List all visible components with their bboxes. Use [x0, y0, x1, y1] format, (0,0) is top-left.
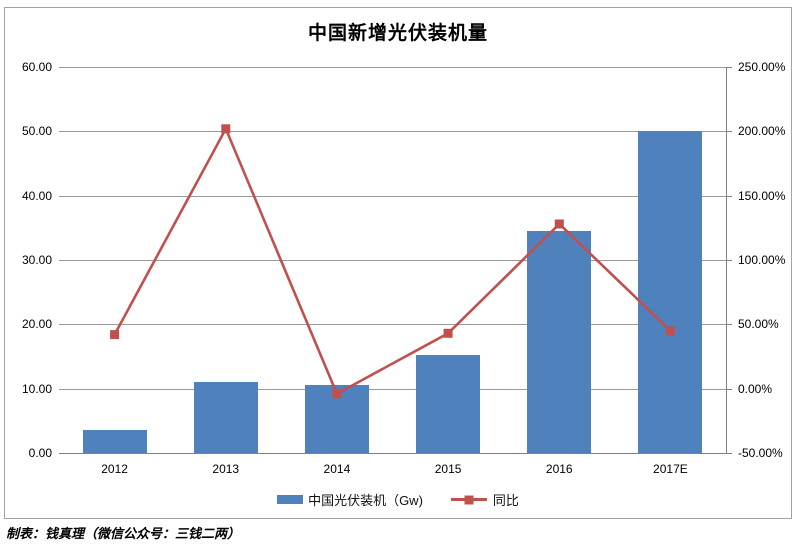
line-marker [221, 124, 231, 134]
x-axis-label: 2016 [545, 462, 573, 476]
y-axis-tick-right [726, 260, 732, 261]
bar [83, 430, 147, 453]
line-series-marker-icon [450, 495, 487, 504]
line-marker [443, 328, 453, 338]
x-axis-label: 2014 [323, 462, 351, 476]
gridline [59, 260, 726, 261]
chart-title: 中国新增光伏装机量 [307, 23, 488, 44]
y-axis-label-right: 50.00% [738, 317, 779, 331]
legend-line-label: 同比 [492, 493, 519, 508]
y-axis-label-right: 0.00% [738, 382, 773, 396]
x-axis-label: 2012 [101, 462, 128, 476]
gridline [59, 324, 726, 325]
bar [416, 355, 480, 453]
y-axis-label-left: 30.00 [21, 253, 52, 267]
y-axis-tick-right [726, 67, 732, 68]
x-axis-line [59, 453, 726, 454]
bar-series-swatch-icon [277, 495, 304, 504]
y-axis-tick-right [726, 196, 732, 197]
y-axis-label-right: 200.00% [738, 124, 786, 138]
y-axis-tick-right [726, 453, 732, 454]
y-axis-label-left: 20.00 [21, 317, 52, 331]
chart-frame: 中国新增光伏装机量 60.00 250.00% 50.00 200.00% 40.00 1… [4, 7, 792, 519]
y-axis-label-left: 10.00 [21, 382, 52, 396]
line-marker [665, 326, 675, 336]
y-axis-tick-right [726, 389, 732, 390]
footer-credit: 制表：钱真理（微信公众号：三钱二两） [6, 526, 241, 541]
line-series [110, 124, 675, 399]
y-axis-tick-right [726, 131, 732, 132]
x-axis-label: 2015 [434, 462, 462, 476]
bar [194, 382, 258, 453]
y-axis-label-left: 60.00 [21, 60, 52, 74]
y-axis-label-right: 150.00% [738, 189, 786, 203]
y-axis-label-left: 40.00 [21, 189, 52, 203]
gridline [59, 389, 726, 390]
bar [527, 231, 591, 453]
y-axis-label-left: 0.00 [28, 446, 52, 460]
gridline [59, 131, 726, 132]
legend: 中国光伏装机（Gw) 同比 [5, 490, 791, 509]
bar [638, 131, 702, 453]
line-marker [554, 219, 564, 229]
plot-area: 60.00 250.00% 50.00 200.00% 40.00 150.00% 30.0… [22, 60, 785, 476]
legend-bar-label: 中国光伏装机（Gw) [308, 493, 423, 508]
x-axis-label: 2013 [212, 462, 240, 476]
gridline [59, 67, 726, 68]
line-marker [332, 389, 342, 399]
y-axis-label-right: -50.00% [738, 446, 783, 460]
x-axis-label: 2017E [653, 462, 688, 476]
y-axis-tick-right [726, 324, 732, 325]
y-axis-label-right: 100.00% [738, 253, 786, 267]
y-axis-label-right: 250.00% [738, 60, 786, 74]
gridline [59, 196, 726, 197]
line-marker [110, 330, 120, 340]
y-axis-label-left: 50.00 [21, 124, 52, 138]
